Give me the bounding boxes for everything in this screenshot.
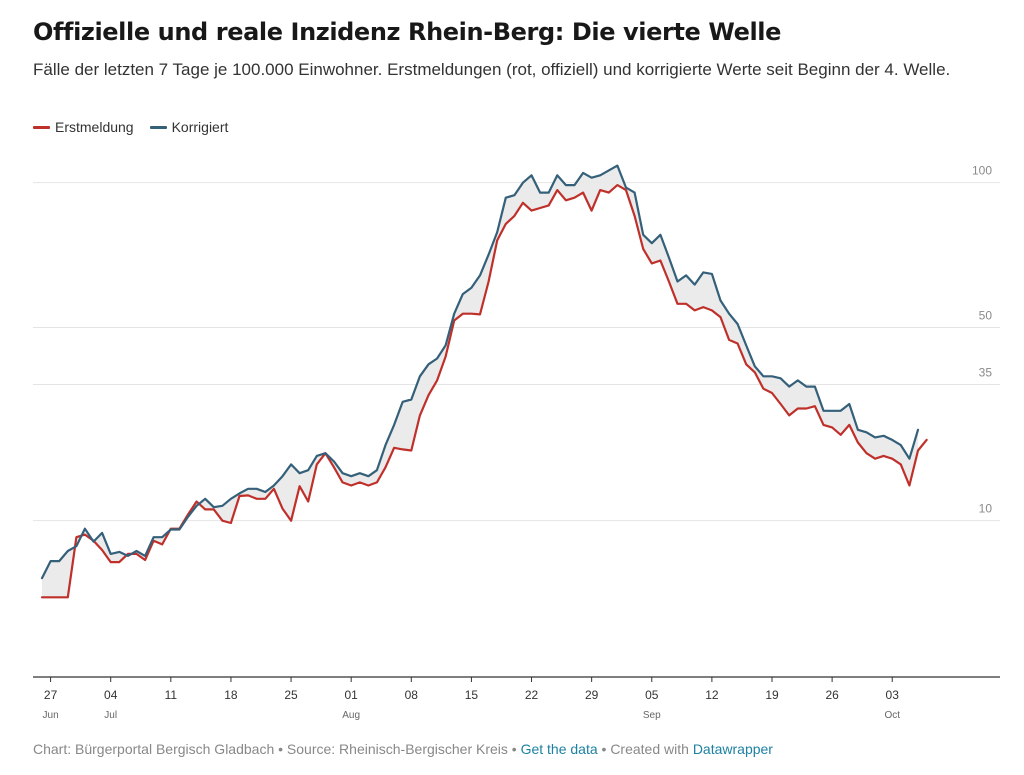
legend-item-korrigiert: Korrigiert xyxy=(149,119,229,135)
x-tick-label: 22 xyxy=(525,688,539,702)
x-tick-label: 01 xyxy=(344,688,358,702)
x-tick-label: 11 xyxy=(165,688,178,702)
x-tick-label: 26 xyxy=(825,688,839,702)
legend-swatch-erstmeldung xyxy=(33,125,50,129)
footer-source-text: Chart: Bürgerportal Bergisch Gladbach • … xyxy=(33,741,521,757)
chart-footer: Chart: Bürgerportal Bergisch Gladbach • … xyxy=(33,741,773,757)
x-tick-label: 25 xyxy=(284,688,298,702)
x-tick-month-label: Sep xyxy=(643,710,661,721)
x-tick-label: 08 xyxy=(405,688,419,702)
chart-title: Offizielle und reale Inzidenz Rhein-Berg… xyxy=(33,18,781,46)
x-tick-month-label: Jun xyxy=(43,710,59,721)
x-tick-month-label: Oct xyxy=(884,710,900,721)
x-tick-label: 05 xyxy=(645,688,659,702)
x-tick-label: 12 xyxy=(705,688,719,702)
footer-created-text: • Created with xyxy=(597,741,693,757)
legend: Erstmeldung Korrigiert xyxy=(33,118,244,136)
x-tick-month-label: Jul xyxy=(104,710,117,721)
datawrapper-link[interactable]: Datawrapper xyxy=(692,741,773,757)
x-tick-label: 27 xyxy=(44,688,58,702)
x-tick-label: 04 xyxy=(104,688,118,702)
y-tick-label-50: 50 xyxy=(979,308,993,322)
line-chart: 10 35 50 100 27 Jun 04 Jul 11 18 25 01 Aug 08 15 22 29 05… xyxy=(33,164,1000,721)
x-tick-label: 29 xyxy=(585,688,599,702)
x-tick-label: 15 xyxy=(465,688,479,702)
x-tick-label: 18 xyxy=(224,688,238,702)
legend-label-korrigiert: Korrigiert xyxy=(171,119,229,135)
x-tick-label: 03 xyxy=(886,688,900,702)
series-line-erstmeldung xyxy=(40,184,928,599)
get-the-data-link[interactable]: Get the data xyxy=(520,741,598,757)
y-tick-label-10: 10 xyxy=(979,502,993,516)
legend-label-erstmeldung: Erstmeldung xyxy=(55,119,134,135)
y-tick-label-100: 100 xyxy=(972,164,992,178)
x-tick-month-label: Aug xyxy=(342,710,360,721)
y-tick-label-35: 35 xyxy=(979,366,993,380)
range-band-area xyxy=(42,165,918,598)
series-line-korrigiert xyxy=(40,164,920,580)
chart-subtitle: Fälle der letzten 7 Tage je 100.000 Einw… xyxy=(33,60,951,79)
x-tick-label: 19 xyxy=(765,688,779,702)
legend-swatch-korrigiert xyxy=(149,125,167,129)
legend-item-erstmeldung: Erstmeldung xyxy=(33,119,134,135)
